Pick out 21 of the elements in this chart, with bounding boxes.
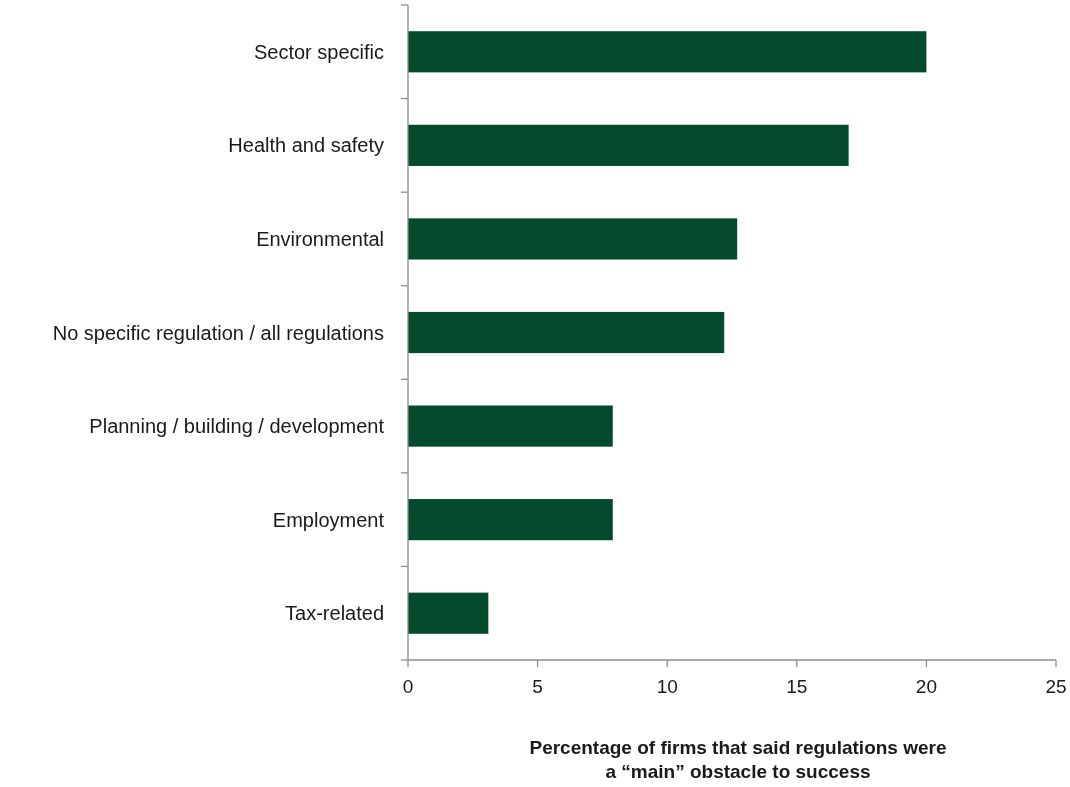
bar: [408, 499, 613, 541]
x-tick-label: 20: [915, 676, 937, 697]
y-tick-label: No specific regulation / all regulations: [52, 321, 384, 344]
y-tick-label: Environmental: [256, 227, 384, 250]
bar: [408, 592, 489, 634]
bar: [408, 218, 738, 260]
bar: [408, 124, 849, 166]
x-tick-label: 10: [656, 676, 678, 697]
y-tick-label: Health and safety: [228, 134, 384, 157]
bar: [408, 405, 613, 447]
bar: [408, 311, 725, 354]
bar: [408, 31, 927, 73]
x-axis-title: Percentage of firms that said regulations were a “main” obstacle to success: [529, 737, 947, 782]
x-tick-label: 15: [786, 676, 808, 697]
y-tick-label: Tax-related: [285, 602, 384, 625]
x-tick-label: 5: [532, 676, 543, 697]
y-tick-label: Employment: [272, 508, 385, 531]
y-tick-label: Planning / building / development: [89, 415, 385, 438]
x-tick-label: 0: [402, 676, 414, 697]
x-tick-label: 25: [1045, 676, 1067, 697]
y-tick-label: Sector specific: [253, 40, 384, 63]
